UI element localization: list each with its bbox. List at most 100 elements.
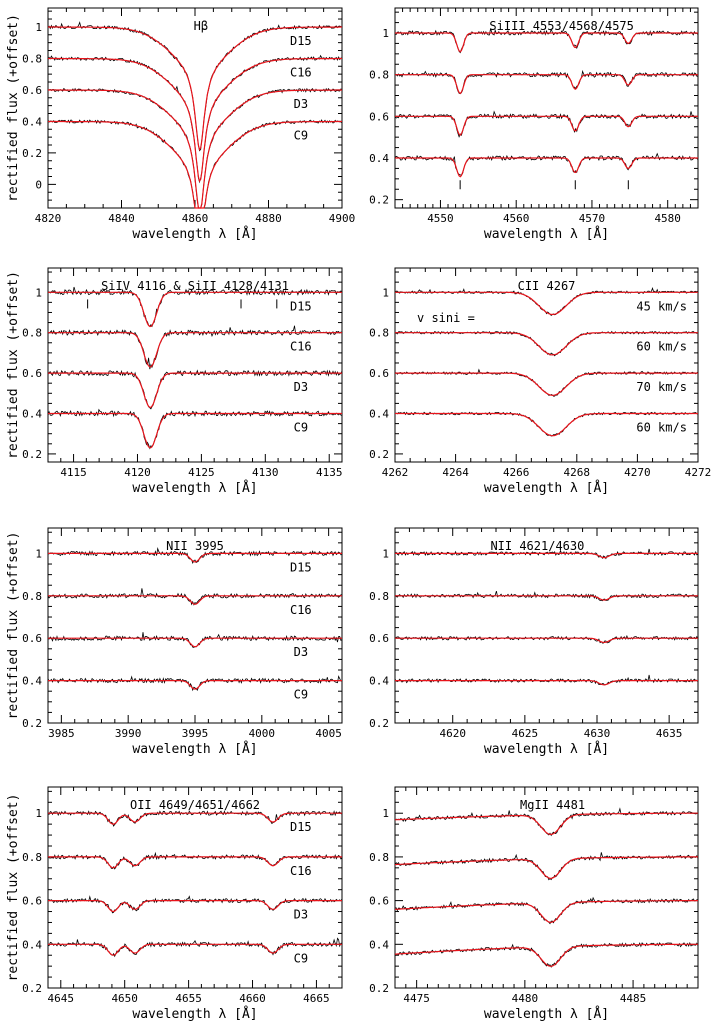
model-spectrum	[395, 115, 698, 136]
x-tick-label: 4900	[329, 212, 356, 225]
x-tick-label: 4480	[512, 992, 539, 1005]
x-tick-label: 4560	[503, 212, 530, 225]
x-tick-label: 4485	[620, 992, 647, 1005]
model-spectrum	[48, 680, 342, 690]
y-tick-label: 0.8	[22, 52, 42, 65]
y-tick-label: 1	[382, 286, 389, 299]
model-spectrum	[395, 332, 698, 356]
observed-spectrum	[394, 634, 699, 644]
x-tick-label: 4135	[316, 466, 343, 479]
y-axis-label: rectified flux (+offset)	[6, 14, 21, 202]
panel-title: SiIII 4553/4568/4575	[489, 19, 634, 33]
y-axis-label: rectified flux (+offset)	[6, 794, 21, 982]
x-tick-label: 4272	[685, 466, 712, 479]
x-tick-label: 4268	[564, 466, 591, 479]
model-spectrum	[395, 372, 698, 396]
y-tick-label: 0.6	[22, 367, 42, 380]
panel-title: Hβ	[194, 19, 208, 33]
x-tick-label: 4660	[239, 992, 266, 1005]
x-tick-label: 3985	[48, 727, 75, 740]
model-spectrum	[395, 74, 698, 95]
x-axis-label: wavelength λ [Å]	[484, 741, 609, 757]
series-label: C9	[294, 421, 308, 435]
model-spectrum	[395, 943, 698, 967]
panel-title: SiIV 4116 & SiII 4128/4131	[101, 279, 289, 293]
observed-spectrum	[394, 110, 699, 138]
plot-frame	[47, 267, 343, 463]
series-label: 60 km/s	[636, 421, 687, 435]
x-tick-label: 4860	[182, 212, 209, 225]
y-tick-label: 0.2	[369, 448, 389, 461]
x-tick-label: 4130	[252, 466, 279, 479]
x-tick-label: 4650	[111, 992, 138, 1005]
y-tick-label: 0.2	[369, 717, 389, 730]
y-tick-label: 0.4	[369, 938, 389, 951]
model-spectrum	[395, 412, 698, 437]
x-tick-label: 4005	[315, 727, 342, 740]
observed-spectrum	[47, 286, 343, 328]
plot-frame	[394, 7, 699, 209]
y-tick-label: 1	[35, 547, 42, 560]
y-tick-label: 0	[35, 178, 42, 191]
y-tick-label: 0.2	[369, 982, 389, 995]
x-tick-label: 4475	[403, 992, 430, 1005]
observed-spectrum	[394, 286, 699, 316]
series-label: C9	[294, 951, 308, 965]
model-spectrum	[48, 900, 342, 913]
series-label: C9	[294, 688, 308, 702]
x-axis-label: wavelength λ [Å]	[132, 480, 257, 496]
x-tick-label: 3995	[182, 727, 209, 740]
model-spectrum	[48, 412, 342, 449]
model-spectrum	[48, 856, 342, 869]
y-tick-label: 0.8	[369, 851, 389, 864]
model-spectrum	[48, 552, 342, 563]
y-tick-label: 0.8	[369, 69, 389, 82]
x-tick-label: 4262	[382, 466, 409, 479]
model-spectrum	[394, 856, 698, 880]
panel-title: NII 4621/4630	[490, 539, 584, 553]
model-spectrum	[48, 120, 342, 209]
y-tick-label: 0.8	[22, 327, 42, 340]
series-label: D15	[290, 820, 312, 834]
x-tick-label: 4570	[579, 212, 606, 225]
x-tick-label: 4270	[624, 466, 651, 479]
model-spectrum	[48, 26, 342, 152]
panel-5: 3985 3990 3995 4000 4005 0.2 0.4 0.6 0.8 1 wavelen…	[6, 527, 343, 757]
series-label: C16	[290, 340, 312, 354]
x-axis-label: wavelength λ [Å]	[132, 226, 257, 242]
observed-spectrum	[394, 896, 699, 925]
panel-3: 4115 4120 4125 4130 4135 0.2 0.4 0.6 0.8 1 wavelen…	[6, 267, 343, 496]
series-label: D3	[294, 380, 308, 394]
x-tick-label: 4115	[60, 466, 87, 479]
observed-spectrum	[394, 807, 698, 837]
observed-spectrum	[394, 941, 699, 968]
y-tick-label: 0.6	[369, 367, 389, 380]
x-tick-label: 4625	[512, 727, 539, 740]
plot-frame	[394, 786, 699, 989]
observed-spectrum	[394, 152, 699, 176]
x-axis-label: wavelength λ [Å]	[484, 1006, 609, 1022]
model-spectrum	[395, 157, 698, 178]
x-tick-label: 4580	[654, 212, 681, 225]
panel-2: 4550 4560 4570 4580 0.2 0.4 0.6 0.8 1 wavelength …	[369, 7, 699, 242]
x-tick-label: 4620	[439, 727, 466, 740]
y-tick-label: 0.2	[22, 982, 42, 995]
series-label: D15	[290, 299, 312, 313]
model-spectrum	[48, 812, 342, 825]
observed-spectrum	[394, 69, 698, 95]
series-label: C9	[294, 128, 308, 142]
panel-7: 4645 4650 4655 4660 4665 0.2 0.4 0.6 0.8 1 wavelen…	[6, 786, 343, 1022]
series-label: D3	[294, 908, 308, 922]
y-tick-label: 0.4	[22, 675, 42, 688]
x-tick-label: 4665	[303, 992, 330, 1005]
observed-spectrum	[394, 411, 699, 437]
panel-6: 4620 4625 4630 4635 0.2 0.4 0.6 0.8 1 wavelength …	[369, 527, 699, 757]
y-tick-label: 1	[382, 807, 389, 820]
model-spectrum	[395, 595, 698, 601]
panel-title: MgII 4481	[520, 798, 585, 812]
model-spectrum	[395, 637, 698, 643]
y-tick-label: 0.6	[22, 84, 42, 97]
panel-title: OII 4649/4651/4662	[130, 798, 260, 812]
series-label: D15	[290, 34, 312, 48]
y-tick-label: 0.2	[22, 147, 42, 160]
